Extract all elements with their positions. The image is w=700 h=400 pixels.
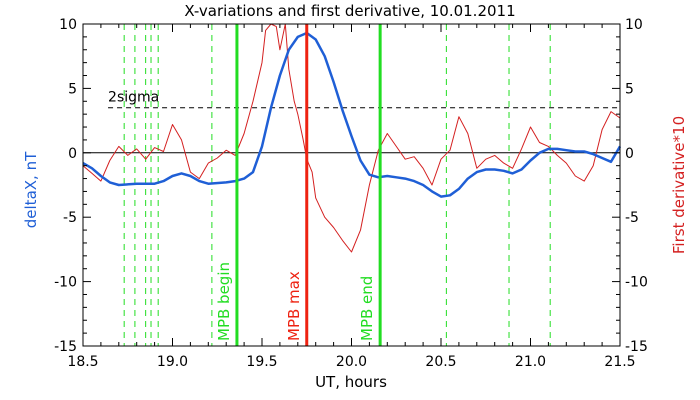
- derivative-series-line: [82, 23, 621, 253]
- y-tick-label-left-2: -5: [63, 210, 77, 226]
- x-tick-label-6: 21.5: [604, 354, 635, 370]
- y-tick-label-left-0: -15: [54, 339, 77, 355]
- y-axis-right-label: First derivative*10: [670, 116, 688, 254]
- y-tick-label-left-1: -10: [54, 275, 77, 291]
- deltax-series-line: [82, 31, 622, 198]
- y-tick-label-right-4: 5: [625, 81, 634, 97]
- x-axis-label: UT, hours: [315, 373, 387, 391]
- x-tick-label-3: 20.0: [336, 354, 367, 370]
- series-lines: [82, 23, 622, 253]
- y-tick-label-right-2: -5: [625, 210, 639, 226]
- x-tick-label-0: 18.5: [67, 354, 98, 370]
- y-tick-label-left-3: 0: [68, 146, 77, 162]
- plot-frame: [82, 23, 621, 347]
- threshold-label: 2sigma: [108, 90, 159, 106]
- y-tick-label-right-3: 0: [625, 146, 634, 162]
- x-tick-label-2: 19.5: [246, 354, 277, 370]
- y-tick-label-right-5: 10: [625, 17, 643, 33]
- x-tick-label-5: 21.0: [515, 354, 546, 370]
- y-tick-label-right-1: -10: [625, 275, 648, 291]
- chart-title: X-variations and first derivative, 10.01…: [184, 2, 515, 20]
- x-tick-label-4: 20.5: [425, 354, 456, 370]
- mpb-marker-label-1: MPB max: [285, 271, 303, 341]
- axes: 18.5 19.0 19.5 20.0 20.5 21.0 21.5-15 -15-10 -10…: [54, 17, 648, 370]
- y-axis-left-label: deltaX, nT: [22, 151, 40, 228]
- dashed-markers: [123, 24, 551, 346]
- y-tick-label-left-5: 10: [59, 17, 77, 33]
- y-tick-label-left-4: 5: [68, 81, 77, 97]
- vertical-markers: MPB begin MPB max MPB end: [215, 24, 382, 346]
- mpb-marker-label-0: MPB begin: [215, 262, 233, 341]
- y-tick-label-right-0: -15: [625, 339, 648, 355]
- mpb-marker-label-2: MPB end: [358, 276, 376, 341]
- x-tick-label-1: 19.0: [157, 354, 188, 370]
